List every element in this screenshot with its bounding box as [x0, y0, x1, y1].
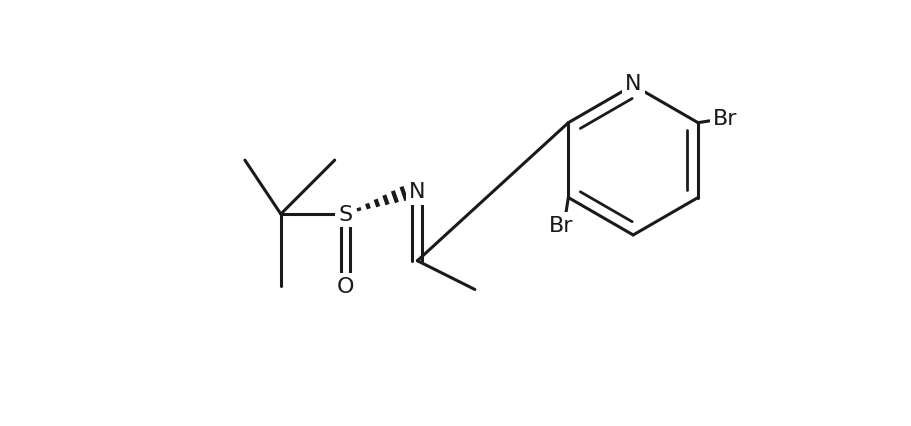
Text: S: S	[338, 204, 353, 225]
Text: Br: Br	[548, 216, 572, 236]
Text: N: N	[624, 74, 640, 94]
Text: O: O	[336, 276, 353, 296]
Text: Br: Br	[712, 109, 737, 128]
Text: N: N	[409, 182, 425, 202]
